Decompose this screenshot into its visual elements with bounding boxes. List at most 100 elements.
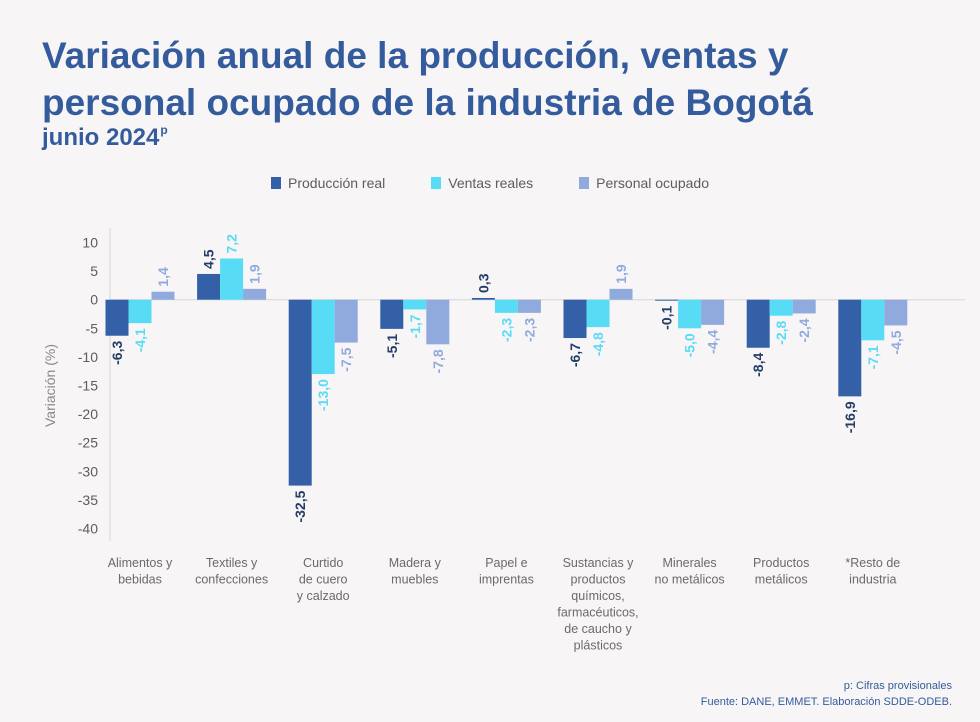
legend-label-produccion: Producción real <box>288 175 386 191</box>
data-label-personal: -7,8 <box>430 349 446 373</box>
category-label-line: químicos, <box>571 589 625 603</box>
category-label-line: metálicos <box>755 573 808 587</box>
data-label-ventas: -13,0 <box>315 379 331 411</box>
y-tick-label: 10 <box>82 235 98 251</box>
category-label-line: imprentas <box>479 573 534 587</box>
y-tick-label: -20 <box>78 406 98 422</box>
category-label-line: muebles <box>391 573 438 587</box>
category-label-line: farmacéuticos, <box>557 606 638 620</box>
category-label: Alimentos y bebidas <box>108 556 173 587</box>
data-label-produccion: 0,3 <box>475 273 491 293</box>
data-label-ventas: -7,1 <box>865 345 881 369</box>
y-tick-label: -5 <box>86 320 99 336</box>
data-label-produccion: -32,5 <box>292 490 308 522</box>
y-tick-label: -15 <box>78 378 98 394</box>
category-label-line: Madera y <box>389 556 442 570</box>
data-label-personal: -4,4 <box>705 330 721 354</box>
data-label-ventas: -2,8 <box>773 321 789 345</box>
legend-swatch-produccion <box>271 177 281 189</box>
legend-item-ventas: Ventas reales <box>431 175 533 191</box>
category-label-line: Curtido <box>303 556 343 570</box>
bar-ventas <box>861 299 885 341</box>
bar-produccion <box>197 273 221 300</box>
data-label-ventas: -4,8 <box>590 332 606 356</box>
data-label-personal: -7,5 <box>338 347 354 371</box>
data-label-ventas: 7,2 <box>224 234 240 254</box>
category-label-line: industria <box>849 573 896 587</box>
y-axis-label: Variación (%) <box>42 344 58 427</box>
legend-swatch-personal <box>579 177 590 189</box>
bar-ventas <box>403 299 427 310</box>
data-label-personal: 1,9 <box>247 264 263 284</box>
legend-label-personal: Personal ocupado <box>596 175 709 191</box>
category-label-line: y calzado <box>297 589 350 603</box>
bar-produccion <box>655 299 679 301</box>
category-label-line: Textiles y <box>206 556 258 570</box>
data-label-produccion: -5,1 <box>384 334 400 358</box>
bar-produccion <box>380 299 404 329</box>
category-label: *Resto de industria <box>845 556 900 587</box>
category-label: Minerales no metálicos <box>655 556 725 587</box>
data-label-ventas: -2,3 <box>498 318 514 342</box>
provisional-mark: p <box>160 123 168 137</box>
bar-ventas <box>678 299 702 329</box>
category-label-line: Papel e <box>485 556 527 570</box>
bar-ventas <box>769 299 793 316</box>
category-label-line: no metálicos <box>655 573 725 587</box>
bar-personal <box>701 299 725 325</box>
y-tick-label: -40 <box>78 521 98 537</box>
category-label-line: Productos <box>753 556 809 570</box>
data-label-personal: -2,3 <box>521 318 537 342</box>
footnote: p: Cifras provisionales <box>843 680 952 692</box>
bar-personal <box>151 291 175 300</box>
bar-ventas <box>220 258 244 300</box>
category-label: Textiles y confecciones <box>195 556 268 587</box>
category-label: Productos metálicos <box>753 556 809 587</box>
category-label-line: productos <box>571 573 626 587</box>
legend-item-produccion: Producción real <box>271 175 385 191</box>
y-tick-label: -35 <box>78 492 98 508</box>
bar-ventas <box>494 299 518 313</box>
data-label-produccion: -6,7 <box>567 343 583 367</box>
bar-produccion <box>105 299 129 336</box>
legend-label-ventas: Ventas reales <box>448 175 534 191</box>
bar-ventas <box>311 299 335 375</box>
bar-personal <box>334 299 358 343</box>
category-label: Papel e imprentas <box>479 556 534 587</box>
chart-legend: Producción real Ventas reales Personal o… <box>0 175 980 191</box>
category-label: Curtido de cuero y calzado <box>297 556 350 603</box>
source-note: Fuente: DANE, EMMET. Elaboración SDDE-OD… <box>700 696 952 708</box>
bar-produccion <box>838 299 862 397</box>
bar-personal <box>426 299 450 345</box>
y-tick-label: -25 <box>78 435 98 451</box>
category-label-line: de caucho y <box>564 622 632 636</box>
data-label-ventas: -5,0 <box>682 333 698 357</box>
data-label-personal: -2,4 <box>796 318 812 342</box>
data-label-produccion: -8,4 <box>750 353 766 377</box>
category-label-line: Minerales <box>663 556 717 570</box>
y-tick-label: -30 <box>78 463 98 479</box>
category-label: Sustancias y productos químicos, farmacéuti… <box>557 556 638 653</box>
data-label-produccion: -0,1 <box>659 305 675 329</box>
bar-produccion <box>563 299 587 339</box>
category-label-line: bebidas <box>118 573 162 587</box>
category-label-line: confecciones <box>195 573 268 587</box>
data-label-ventas: -4,1 <box>132 328 148 352</box>
category-label-line: Sustancias y <box>563 556 635 570</box>
y-tick-label: 0 <box>90 292 98 308</box>
data-label-personal: 1,9 <box>613 264 629 284</box>
bar-produccion <box>471 297 495 300</box>
bar-ventas <box>128 299 152 324</box>
chart-subtitle: junio 2024p <box>42 123 168 152</box>
legend-item-personal: Personal ocupado <box>579 175 709 191</box>
bar-personal <box>609 288 633 300</box>
subtitle-text: junio 2024 <box>42 124 160 151</box>
y-tick-label: -10 <box>78 349 98 365</box>
data-label-personal: 1,4 <box>155 267 171 287</box>
category-label-line: de cuero <box>299 573 348 587</box>
data-label-produccion: -16,9 <box>842 401 858 433</box>
data-label-ventas: -1,7 <box>407 314 423 338</box>
category-label-line: Alimentos y <box>108 556 173 570</box>
bar-produccion <box>746 299 770 348</box>
